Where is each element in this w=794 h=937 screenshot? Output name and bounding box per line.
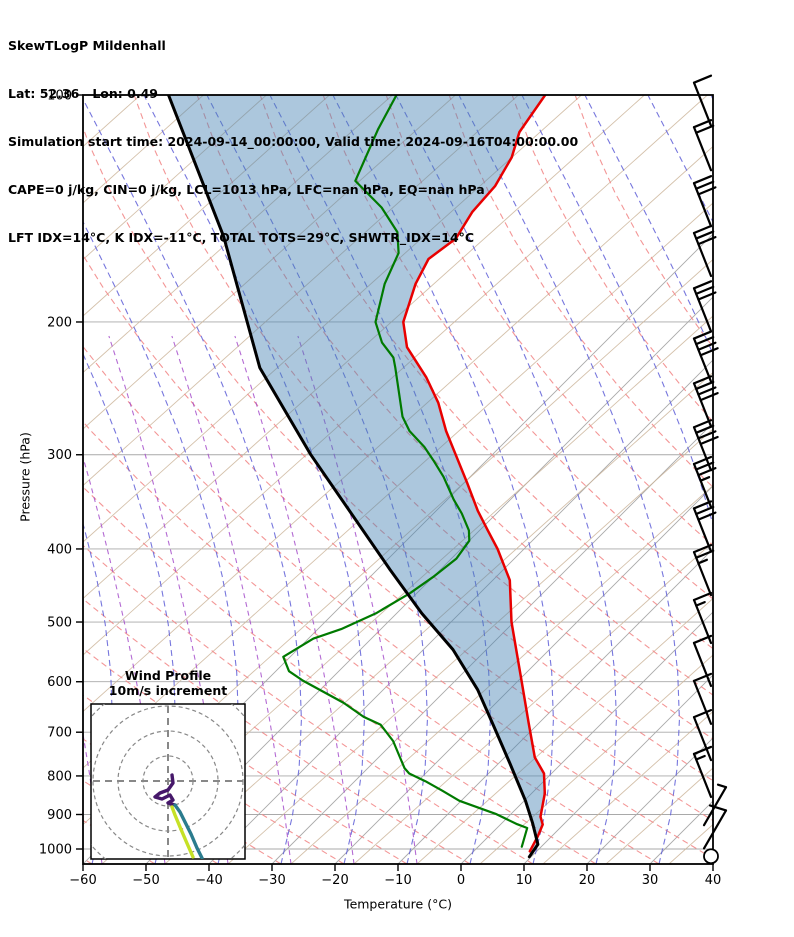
- figure-title: SkewTLogP Mildenhall: [8, 38, 166, 53]
- hodograph-ring: [142, 755, 194, 807]
- header-block: SkewTLogP Mildenhall Lat: 52.36 Lon: 0.4…: [8, 6, 578, 278]
- wind-barb-icon: [692, 634, 713, 688]
- x-tick-label: 20: [579, 873, 596, 888]
- wind-barbs: [692, 74, 728, 865]
- wind-barb-icon: [692, 280, 717, 333]
- hodograph-trace-mid_teal: [173, 803, 204, 859]
- wind-barb-icon: [692, 500, 717, 553]
- wind-barb-icon: [692, 591, 713, 645]
- x-tick-label: −30: [258, 873, 285, 888]
- y-tick-label: 900: [47, 808, 72, 823]
- wind-barb-icon: [692, 330, 719, 383]
- hodograph-trace-low_purple: [153, 773, 177, 807]
- x-tick-label: −50: [132, 873, 159, 888]
- parcel-curve: [167, 95, 540, 859]
- y-tick-label: 100: [47, 89, 72, 104]
- y-axis-label: Pressure (hPa): [17, 432, 33, 522]
- y-tick-label: 200: [47, 315, 72, 330]
- y-tick-label: 800: [47, 769, 72, 784]
- axes: −60 −50 −40 −30 −20 −10 0 10 20 30 40 100 200 300 400 5…: [39, 89, 721, 889]
- hodograph-trace-high_yellow: [170, 805, 195, 859]
- hodograph-title-line2: 10m/s increment: [108, 683, 228, 698]
- x-tick-label: −40: [195, 873, 222, 888]
- profile-curves: [167, 95, 547, 859]
- wind-barb-icon: [692, 745, 713, 799]
- y-tick-label: 600: [47, 675, 72, 690]
- calm-wind-icon: [703, 848, 719, 865]
- hodograph-ring: [117, 730, 219, 832]
- wind-barb-icon: [692, 544, 715, 597]
- wind-barb-icon: [692, 709, 713, 762]
- x-tick-label: −10: [384, 873, 411, 888]
- x-tick-label: −20: [321, 873, 348, 888]
- wind-barb-icon: [692, 175, 717, 228]
- x-tick-label: 0: [457, 873, 465, 888]
- x-axis-label: Temperature (°C): [344, 896, 452, 912]
- wind-barb-icon: [692, 375, 719, 428]
- wind-barb-icon: [692, 224, 717, 278]
- hodograph-title-line1: Wind Profile: [124, 668, 212, 683]
- header-indices-line: LFT IDX=14°C, K IDX=-11°C, TOTAL TOTS=29…: [8, 230, 475, 245]
- temperature-curve: [402, 95, 547, 853]
- wind-barb-icon: [692, 74, 713, 127]
- x-tick-label: 10: [516, 873, 533, 888]
- wind-barb-icon: [702, 783, 728, 827]
- header-latlon: Lat: 52.36 Lon: 0.49: [8, 86, 158, 101]
- header-cape-line: CAPE=0 j/kg, CIN=0 j/kg, LCL=1013 hPa, L…: [8, 182, 485, 197]
- x-tick-label: 30: [642, 873, 659, 888]
- wind-barb-icon: [692, 455, 717, 509]
- y-tick-label: 300: [47, 448, 72, 463]
- y-tick-label: 400: [47, 542, 72, 557]
- hodograph-title: Wind Profile 10m/s increment: [91, 668, 245, 698]
- x-tick-label: −60: [69, 873, 96, 888]
- wind-barb-icon: [692, 672, 713, 725]
- hodograph-ring: [92, 705, 244, 857]
- hodograph-inset: [90, 703, 246, 860]
- x-tick-label: 40: [705, 873, 722, 888]
- y-tick-label: 1000: [39, 843, 72, 858]
- y-tick-label: 700: [47, 726, 72, 741]
- wind-barb-icon: [692, 419, 719, 472]
- cape-shading: [168, 95, 546, 857]
- wind-barb-icon: [702, 804, 728, 850]
- dewpoint-curve: [282, 95, 529, 848]
- y-tick-label: 500: [47, 616, 72, 631]
- header-times: Simulation start time: 2024-09-14_00:00:…: [8, 134, 579, 149]
- wind-barb-icon: [692, 119, 715, 172]
